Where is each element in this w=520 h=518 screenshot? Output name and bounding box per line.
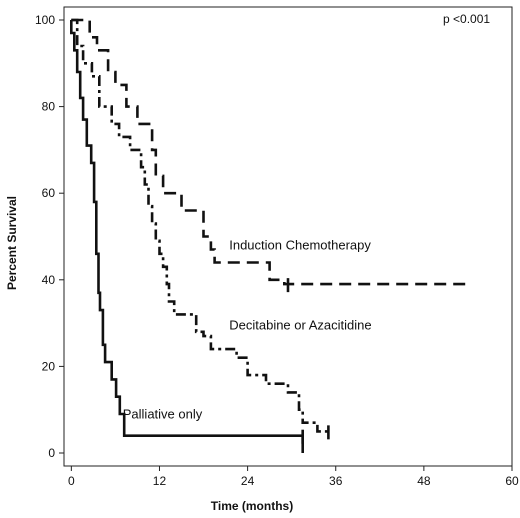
y-tick-label: 60 [42, 186, 56, 200]
x-tick-label: 0 [68, 474, 75, 488]
x-tick-label: 12 [153, 474, 167, 488]
x-tick-label: 48 [417, 474, 431, 488]
series-line-1 [71, 18, 468, 286]
series-line-2 [71, 18, 329, 433]
series-labels: Induction Chemotherapy Decitabine or Azac… [123, 237, 372, 421]
y-axis-title: Percent Survival [5, 196, 19, 290]
x-axis: 0 12 24 36 48 60 [68, 466, 519, 488]
y-tick-label: 0 [48, 446, 55, 460]
series-line-3 [70, 20, 304, 453]
series-label-1: Induction Chemotherapy [229, 237, 371, 252]
x-tick-label: 24 [241, 474, 255, 488]
y-tick-label: 20 [42, 359, 56, 373]
p-value-annotation: p <0.001 [443, 12, 490, 26]
y-tick-label: 80 [42, 100, 56, 114]
plot-frame [63, 6, 513, 467]
series-label-3: Palliative only [123, 406, 203, 421]
x-tick-label: 60 [505, 474, 519, 488]
y-axis: 0 20 40 60 80 100 [35, 13, 64, 460]
x-axis-title: Time (months) [211, 499, 293, 513]
plot-border [63, 6, 513, 467]
series-layer [70, 18, 468, 453]
series-label-2: Decitabine or Azacitidine [229, 318, 371, 333]
y-tick-label: 40 [42, 273, 56, 287]
x-tick-label: 36 [329, 474, 343, 488]
y-tick-label: 100 [35, 13, 55, 27]
